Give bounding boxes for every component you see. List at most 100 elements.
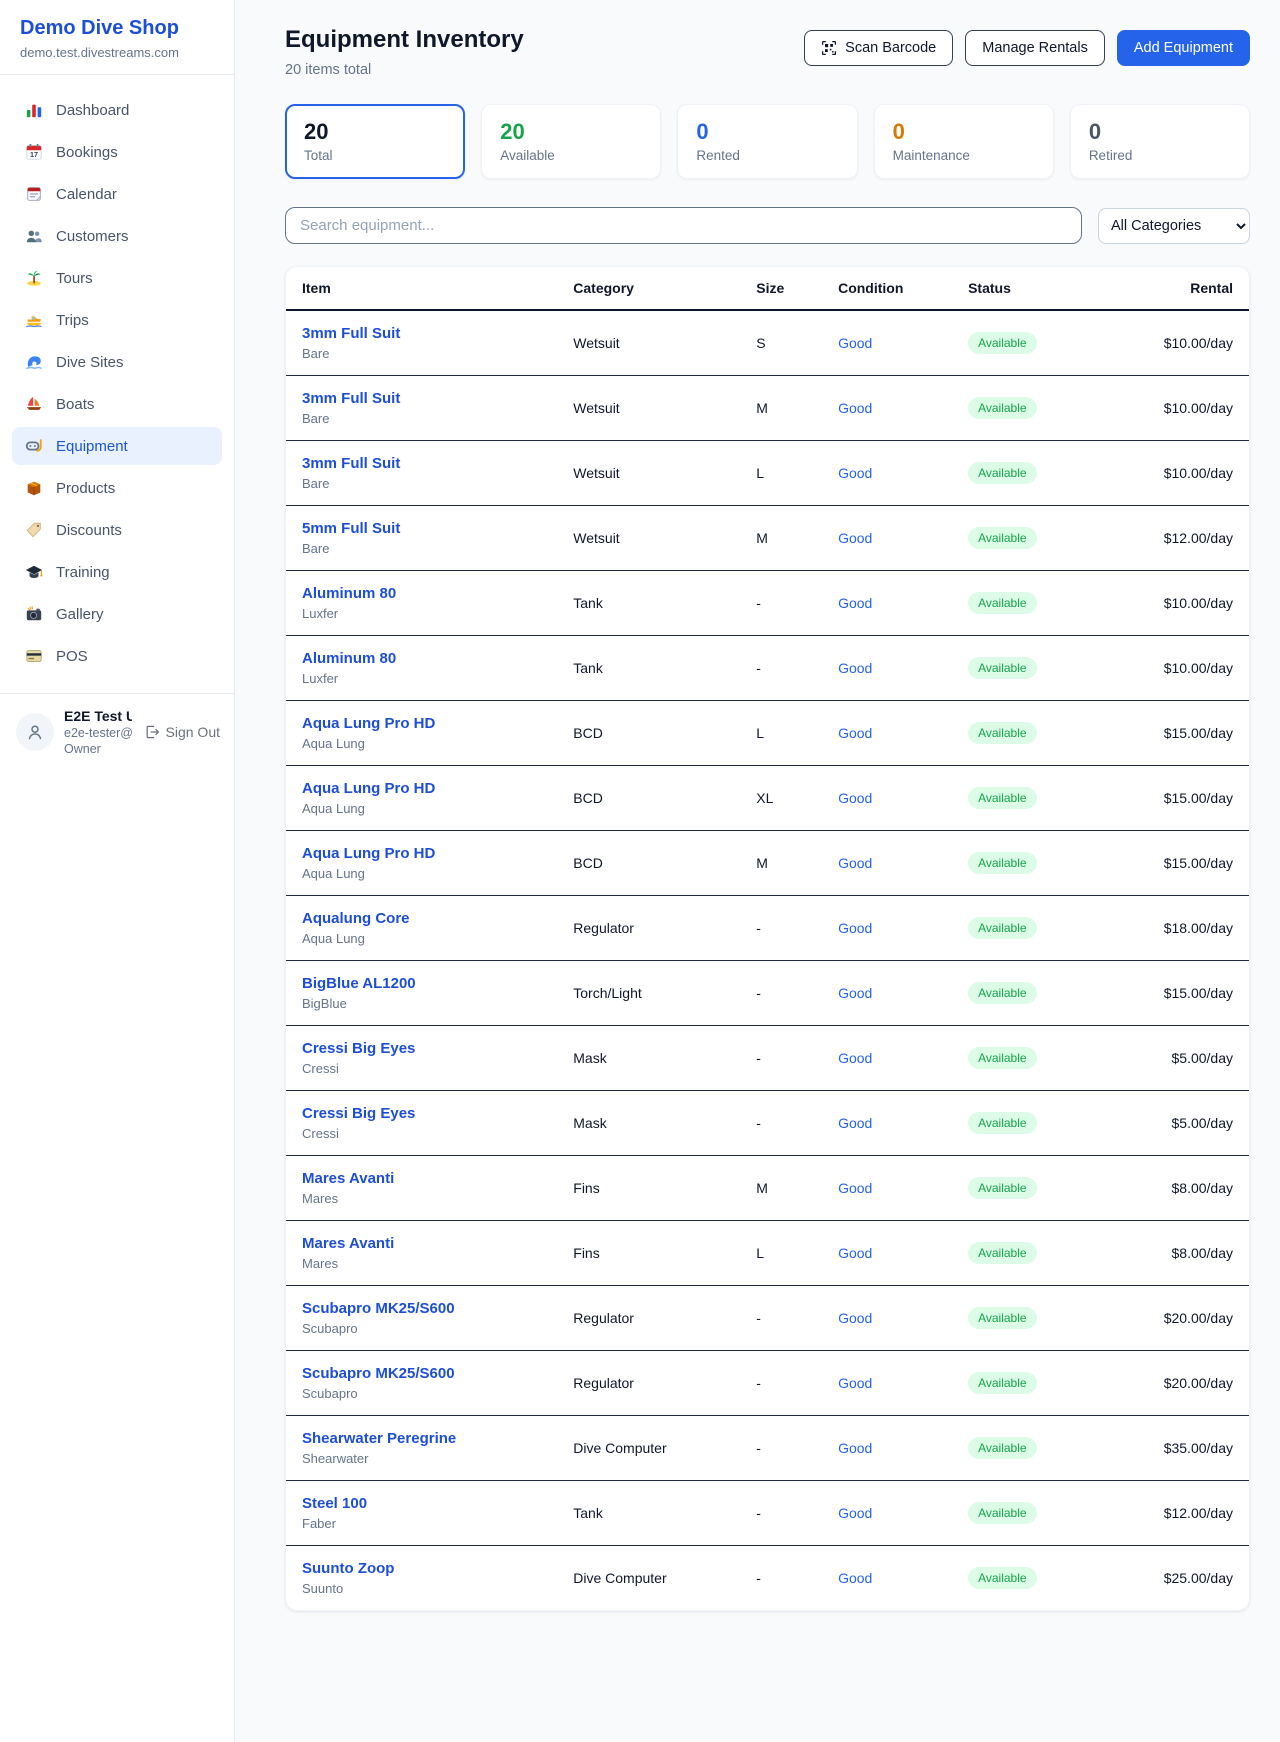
table-row[interactable]: Mares Avanti Mares Fins L Good Available $8.00…: [286, 1220, 1249, 1287]
item-name-link[interactable]: Aqua Lung Pro HD: [302, 845, 436, 863]
condition-link[interactable]: Good: [838, 920, 873, 937]
condition-link[interactable]: Good: [838, 790, 873, 807]
item-name-link[interactable]: Mares Avanti: [302, 1170, 395, 1188]
table-row[interactable]: 3mm Full Suit Bare Wetsuit M Good Available $1…: [286, 375, 1249, 442]
item-name-link[interactable]: Steel 100: [302, 1495, 368, 1513]
table-row[interactable]: Aluminum 80 Luxfer Tank - Good Available $10.0…: [286, 635, 1249, 702]
condition-link[interactable]: Good: [838, 1310, 873, 1327]
sidebar-item-label: Trips: [56, 311, 89, 329]
sign-out-button[interactable]: Sign Out: [142, 720, 222, 744]
item-name-link[interactable]: Cressi Big Eyes: [302, 1040, 416, 1058]
rental-cell: $15.00/day: [1114, 700, 1249, 767]
table-row[interactable]: Aqua Lung Pro HD Aqua Lung BCD L Good Availab…: [286, 700, 1249, 767]
condition-link[interactable]: Good: [838, 1440, 873, 1457]
table-row[interactable]: Aqua Lung Pro HD Aqua Lung BCD M Good Availab…: [286, 830, 1249, 897]
sidebar-item-label: Dashboard: [56, 101, 130, 119]
manage-rentals-button[interactable]: Manage Rentals: [965, 30, 1105, 66]
search-input[interactable]: [285, 207, 1082, 245]
sidebar-item-equipment[interactable]: Equipment: [12, 427, 222, 465]
item-name-link[interactable]: Aluminum 80: [302, 650, 397, 668]
sidebar-item-discounts[interactable]: Discounts: [12, 511, 222, 549]
sidebar-item-trips[interactable]: Trips: [12, 301, 222, 339]
item-name-link[interactable]: Aqualung Core: [302, 910, 410, 928]
condition-link[interactable]: Good: [838, 400, 873, 417]
table-row[interactable]: Aqua Lung Pro HD Aqua Lung BCD XL Good Availa…: [286, 765, 1249, 832]
item-name-link[interactable]: 3mm Full Suit: [302, 390, 401, 408]
item-name-link[interactable]: Cressi Big Eyes: [302, 1105, 416, 1123]
table-row[interactable]: Mares Avanti Mares Fins M Good Available $8.00…: [286, 1155, 1249, 1222]
table-row[interactable]: 3mm Full Suit Bare Wetsuit S Good Available $1…: [286, 310, 1249, 377]
item-name-link[interactable]: Aqua Lung Pro HD: [302, 780, 436, 798]
item-name-link[interactable]: Suunto Zoop: [302, 1560, 395, 1578]
item-name-link[interactable]: Aluminum 80: [302, 585, 397, 603]
training-grad-cap-icon: [24, 562, 44, 582]
table-row[interactable]: Aqualung Core Aqua Lung Regulator - Good Avai…: [286, 895, 1249, 962]
condition-link[interactable]: Good: [838, 1245, 873, 1262]
condition-link[interactable]: Good: [838, 985, 873, 1002]
condition-link[interactable]: Good: [838, 1180, 873, 1197]
sidebar-item-dashboard[interactable]: Dashboard: [12, 91, 222, 129]
table-row[interactable]: Shearwater Peregrine Shearwater Dive Compu…: [286, 1415, 1249, 1482]
sidebar-item-boats[interactable]: Boats: [12, 385, 222, 423]
sidebar-item-gallery[interactable]: Gallery: [12, 595, 222, 633]
item-name-link[interactable]: Scubapro MK25/S600: [302, 1300, 455, 1318]
category-cell: Fins: [565, 1220, 749, 1287]
column-header-condition: Condition: [830, 267, 961, 312]
size-cell: XL: [748, 765, 831, 832]
table-row[interactable]: 3mm Full Suit Bare Wetsuit L Good Available $1…: [286, 440, 1249, 507]
status-cell: Available: [960, 1480, 1115, 1547]
item-name-link[interactable]: BigBlue AL1200: [302, 975, 416, 993]
category-cell: Dive Computer: [573, 1570, 667, 1587]
brand-name[interactable]: Demo Dive Shop: [20, 17, 179, 39]
condition-link[interactable]: Good: [838, 465, 873, 482]
sidebar-item-customers[interactable]: Customers: [12, 217, 222, 255]
stat-card-rented[interactable]: 0 Rented: [677, 103, 858, 180]
status-cell: Available: [960, 1155, 1115, 1222]
table-row[interactable]: Scubapro MK25/S600 Scubapro Regulator - Good…: [286, 1350, 1249, 1417]
condition-cell: Good: [830, 375, 961, 442]
condition-link[interactable]: Good: [838, 530, 873, 547]
scan-barcode-button[interactable]: Scan Barcode: [804, 30, 954, 66]
stat-card-total[interactable]: 20 Total: [285, 103, 466, 180]
item-name-link[interactable]: Mares Avanti: [302, 1235, 395, 1253]
table-row[interactable]: Cressi Big Eyes Cressi Mask - Good Available $…: [286, 1025, 1249, 1092]
table-row[interactable]: Aluminum 80 Luxfer Tank - Good Available $10.0…: [286, 570, 1249, 637]
table-row[interactable]: Suunto Zoop Suunto Dive Computer - Good Avail…: [286, 1546, 1249, 1611]
condition-link[interactable]: Good: [838, 725, 873, 742]
condition-link[interactable]: Good: [838, 1375, 873, 1392]
sidebar-item-pos[interactable]: POS: [12, 637, 222, 675]
table-row[interactable]: Scubapro MK25/S600 Scubapro Regulator - Good…: [286, 1285, 1249, 1352]
stat-card-maintenance[interactable]: 0 Maintenance: [873, 103, 1054, 180]
condition-link[interactable]: Good: [838, 855, 873, 872]
sidebar-item-tours[interactable]: Tours: [12, 259, 222, 297]
condition-link[interactable]: Good: [838, 1115, 873, 1132]
condition-link[interactable]: Good: [838, 1570, 873, 1587]
item-name-link[interactable]: 5mm Full Suit: [302, 520, 401, 538]
add-equipment-button[interactable]: Add Equipment: [1116, 30, 1250, 66]
item-name-link[interactable]: 3mm Full Suit: [302, 325, 401, 343]
status-badge: Available: [968, 397, 1037, 420]
sidebar-item-calendar[interactable]: Calendar: [12, 175, 222, 213]
table-row[interactable]: Steel 100 Faber Tank - Good Available $12.00/d…: [286, 1480, 1249, 1547]
sidebar-item-training[interactable]: Training: [12, 553, 222, 591]
status-badge: Available: [968, 1177, 1037, 1200]
category-filter-select[interactable]: All Categories: [1098, 207, 1250, 244]
category-cell: Fins: [565, 1155, 749, 1222]
sidebar-item-products[interactable]: Products: [12, 469, 222, 507]
table-row[interactable]: 5mm Full Suit Bare Wetsuit M Good Available $1…: [286, 505, 1249, 572]
condition-link[interactable]: Good: [838, 1505, 873, 1522]
item-name-link[interactable]: Shearwater Peregrine: [302, 1430, 457, 1448]
sidebar-item-bookings[interactable]: 17 Bookings: [12, 133, 222, 171]
item-name-link[interactable]: Scubapro MK25/S600: [302, 1365, 455, 1383]
condition-link[interactable]: Good: [838, 1050, 873, 1067]
table-row[interactable]: Cressi Big Eyes Cressi Mask - Good Available $…: [286, 1090, 1249, 1157]
condition-link[interactable]: Good: [838, 660, 873, 677]
item-name-link[interactable]: 3mm Full Suit: [302, 455, 401, 473]
table-row[interactable]: BigBlue AL1200 BigBlue Torch/Light - Good Ava…: [286, 960, 1249, 1027]
condition-link[interactable]: Good: [838, 595, 873, 612]
stat-card-available[interactable]: 20 Available: [481, 103, 662, 180]
sidebar-item-dive-sites[interactable]: Dive Sites: [12, 343, 222, 381]
item-name-link[interactable]: Aqua Lung Pro HD: [302, 715, 436, 733]
condition-link[interactable]: Good: [838, 335, 873, 352]
stat-card-retired[interactable]: 0 Retired: [1069, 103, 1251, 180]
